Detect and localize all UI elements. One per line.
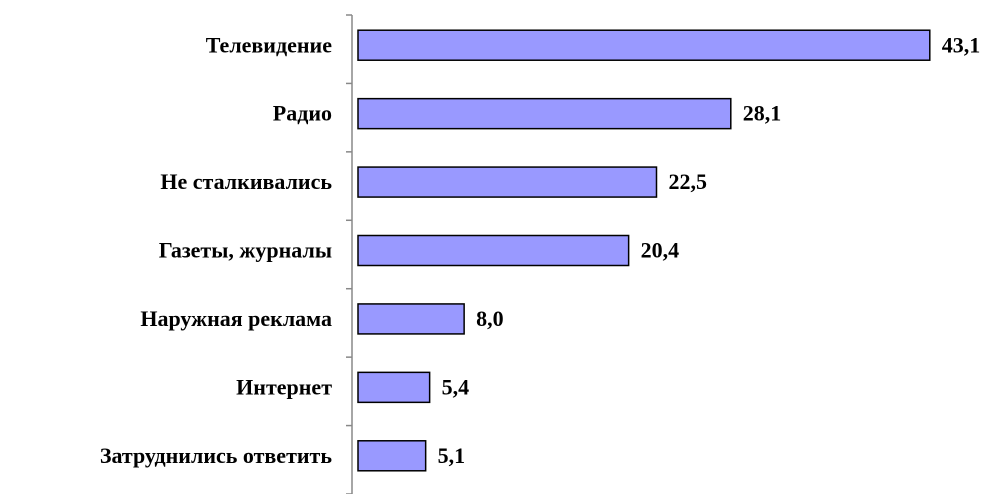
category-label: Наружная реклама bbox=[140, 306, 332, 331]
value-label: 8,0 bbox=[476, 306, 504, 331]
value-label: 5,4 bbox=[442, 374, 470, 399]
bar bbox=[357, 29, 931, 61]
bar bbox=[357, 166, 658, 198]
category-label: Телевидение bbox=[206, 32, 333, 57]
bar bbox=[357, 97, 732, 130]
value-label: 28,1 bbox=[743, 101, 782, 126]
value-label: 22,5 bbox=[669, 169, 708, 194]
category-label: Газеты, журналы bbox=[159, 238, 332, 263]
value-label: 5,1 bbox=[438, 443, 466, 468]
category-label: Затруднились ответить bbox=[100, 443, 333, 468]
bar bbox=[357, 440, 427, 472]
category-label: Не сталкивались bbox=[160, 169, 332, 194]
bar bbox=[357, 234, 630, 267]
category-label: Интернет bbox=[236, 374, 332, 399]
value-label: 43,1 bbox=[942, 32, 981, 57]
value-label: 20,4 bbox=[641, 238, 680, 263]
bar bbox=[357, 371, 431, 404]
category-label: Радио bbox=[273, 101, 332, 126]
bar bbox=[357, 303, 465, 335]
